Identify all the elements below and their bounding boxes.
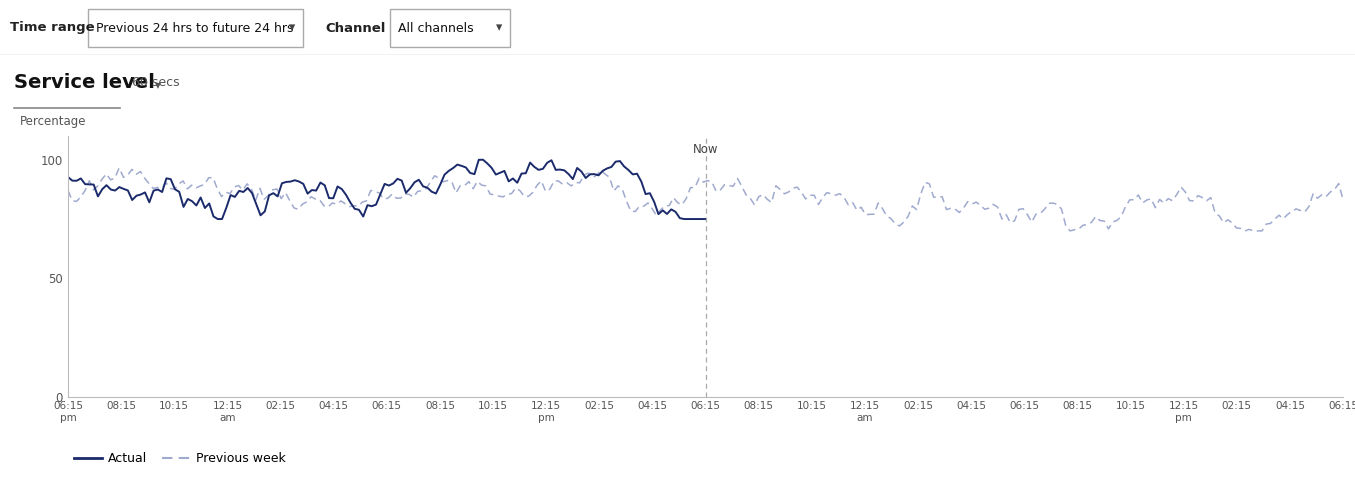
Text: 60 secs: 60 secs [131,76,180,90]
Bar [390,9,509,47]
Text: ▾: ▾ [289,21,295,35]
Text: Channel: Channel [325,21,385,35]
Text: ▾: ▾ [496,21,503,35]
Text: All channels: All channels [398,21,474,35]
Text: Time range: Time range [9,21,95,35]
Legend: Actual, Previous week: Actual, Previous week [75,452,286,466]
Bar [88,9,304,47]
Text: Percentage: Percentage [19,115,87,128]
Text: Service level: Service level [14,74,154,93]
Text: ▾: ▾ [154,78,161,92]
Text: Now: Now [692,143,718,156]
Text: Previous 24 hrs to future 24 hrs: Previous 24 hrs to future 24 hrs [96,21,294,35]
